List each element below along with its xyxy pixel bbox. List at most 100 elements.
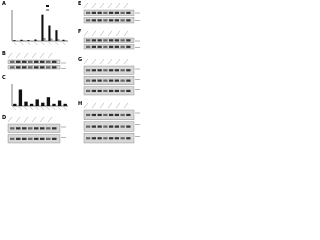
header-line [123, 102, 129, 109]
blot-band [120, 45, 125, 48]
blot-band [40, 60, 45, 63]
panel-label: E [78, 1, 82, 7]
blot-band [34, 60, 39, 63]
header-line [15, 52, 21, 59]
x-label-stroke [13, 106, 17, 111]
bar [52, 103, 56, 106]
blot-band [16, 127, 21, 130]
blot-band [52, 127, 57, 130]
blot-band [10, 127, 15, 130]
bar [27, 40, 30, 41]
blot-band [97, 11, 102, 14]
header-line [115, 58, 121, 65]
blot-band [40, 66, 45, 69]
header-line [83, 102, 89, 109]
blot-band [114, 11, 119, 14]
panel-label: F [78, 29, 81, 35]
blot-band [103, 125, 108, 128]
header-line [47, 116, 53, 123]
header-line [107, 102, 113, 109]
panel-label: D [2, 115, 6, 121]
blot-band [10, 66, 15, 69]
bar [13, 103, 17, 106]
figure: A B C D E F G H [2, 1, 140, 144]
bar [50, 38, 53, 41]
blot-band [10, 60, 15, 63]
blot-band [103, 79, 108, 82]
blot-band [97, 19, 102, 22]
x-label-stroke [52, 106, 56, 111]
blot-band [109, 137, 114, 140]
blot-band [109, 11, 114, 14]
blot-band [91, 113, 96, 117]
blot-band [86, 39, 91, 42]
blot-band [86, 45, 91, 48]
blot-band [126, 19, 131, 22]
header-line [107, 2, 113, 9]
blot-band [126, 39, 131, 42]
blot-band [120, 11, 125, 14]
blot-band [52, 60, 57, 63]
header-line [39, 52, 45, 59]
header-line [99, 58, 105, 65]
blot-band [103, 113, 108, 117]
blot-band [114, 113, 119, 117]
header-line [99, 2, 105, 9]
blot-band [126, 113, 131, 117]
x-label-stroke [63, 106, 67, 111]
blot-band [114, 45, 119, 48]
blot-band [46, 137, 51, 140]
blot-band [40, 137, 45, 140]
header-line [83, 2, 89, 9]
bar [57, 39, 60, 41]
blot-band [34, 127, 39, 130]
blot-band [114, 39, 119, 42]
blot-band [109, 89, 114, 93]
blot-band [91, 45, 96, 48]
blot-band [120, 39, 125, 42]
blot-band [91, 125, 96, 128]
x-label-stroke [18, 106, 22, 111]
blot-band [91, 19, 96, 22]
blot-band [109, 125, 114, 128]
x-label-stroke [35, 106, 39, 111]
blot-band [109, 69, 114, 72]
blot-band [103, 137, 108, 140]
header-line [83, 30, 89, 37]
x-label-stroke [27, 41, 31, 46]
blot-band [126, 125, 131, 128]
panel-label: H [78, 101, 82, 107]
blot-band [34, 66, 39, 69]
x-label-stroke [55, 41, 59, 46]
bar [41, 14, 44, 41]
panel-label: A [2, 1, 6, 7]
header-line [39, 116, 45, 123]
blot-band [126, 11, 131, 14]
header-line [123, 58, 129, 65]
bar [13, 40, 16, 41]
legend-swatch [46, 5, 49, 7]
blot-band [52, 137, 57, 140]
blot-band [120, 79, 125, 82]
blot-band [97, 45, 102, 48]
bar [35, 99, 39, 106]
blot-band [91, 39, 96, 42]
blot-band [103, 11, 108, 14]
bar [46, 97, 51, 106]
blot-band [97, 69, 102, 72]
blot-band [52, 66, 57, 69]
blot-band [120, 137, 125, 140]
blot-band [114, 79, 119, 82]
blot-band [16, 66, 21, 69]
x-label-stroke [20, 41, 24, 46]
header-line [83, 58, 89, 65]
blot-band [86, 79, 91, 82]
blot-band [16, 137, 21, 140]
blot-band [86, 11, 91, 14]
blot-band [28, 137, 33, 140]
x-label-stroke [46, 106, 50, 111]
header-line [107, 30, 113, 37]
x-label-stroke [41, 41, 45, 46]
blot-band [40, 127, 45, 130]
bar [48, 25, 51, 41]
